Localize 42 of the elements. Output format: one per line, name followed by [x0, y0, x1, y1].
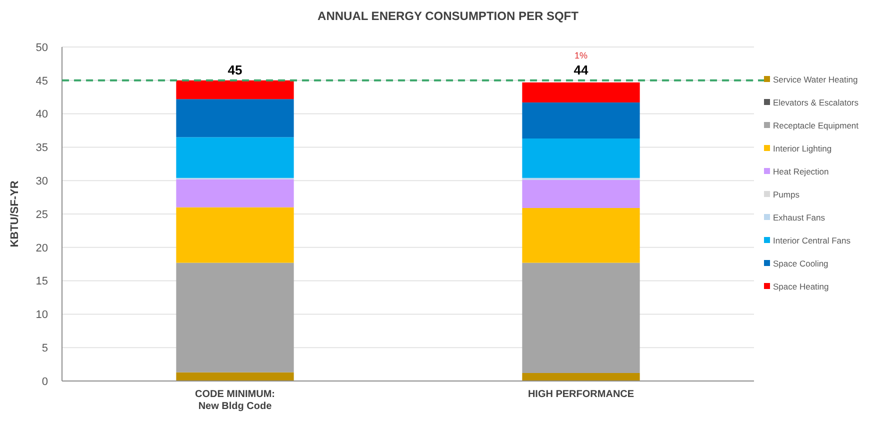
chart-title: ANNUAL ENERGY CONSUMPTION PER SQFT: [318, 9, 580, 23]
bar: [522, 262, 640, 373]
y-tick-label: 20: [36, 242, 48, 254]
bar: [522, 138, 640, 178]
y-tick-label: 5: [42, 342, 48, 354]
total-label: 44: [574, 62, 589, 78]
bar: [522, 208, 640, 263]
y-tick-label: 10: [36, 309, 48, 322]
y-axis-title: KBTU/SF-YR: [9, 180, 21, 248]
legend-label: Elevators & Escalators: [773, 98, 859, 108]
legend-label: Pumps: [773, 190, 800, 200]
y-tick-label: 0: [42, 376, 48, 388]
legend-label: Exhaust Fans: [773, 212, 825, 223]
y-tick-label: 50: [36, 42, 48, 54]
bar: [522, 372, 640, 381]
bar: [176, 99, 294, 138]
x-tick-label: CODE MINIMUM: New Bldg Code: [195, 389, 275, 412]
legend-label: Interior Central Fans: [773, 236, 850, 246]
bar: [176, 262, 294, 372]
bar: [522, 82, 640, 102]
legend-label: Space Cooling: [773, 258, 829, 269]
bar: [176, 207, 294, 263]
y-tick-label: 35: [36, 142, 48, 154]
bar: [522, 102, 640, 139]
y-tick-label: 45: [36, 75, 48, 88]
bar: [176, 80, 294, 100]
y-tick-label: 30: [36, 175, 48, 188]
bar: [522, 180, 640, 208]
legend-label: Heat Rejection: [773, 166, 830, 177]
legend-label: Receptacle Equipment: [773, 120, 860, 131]
legend-label: Interior Lighting: [773, 144, 832, 154]
y-tick-label: 25: [36, 208, 48, 221]
y-tick-label: 15: [36, 276, 48, 288]
bar: [176, 137, 294, 178]
legend-label: Service Water Heating: [773, 74, 858, 85]
x-tick-label: HIGH PERFORMANCE: [528, 389, 634, 400]
bar: [176, 179, 294, 208]
total-label: 45: [228, 62, 242, 78]
annotation: 1%: [574, 50, 588, 60]
y-tick-label: 40: [36, 108, 48, 121]
legend-label: Space Heating: [773, 282, 830, 292]
bar: [176, 372, 294, 381]
